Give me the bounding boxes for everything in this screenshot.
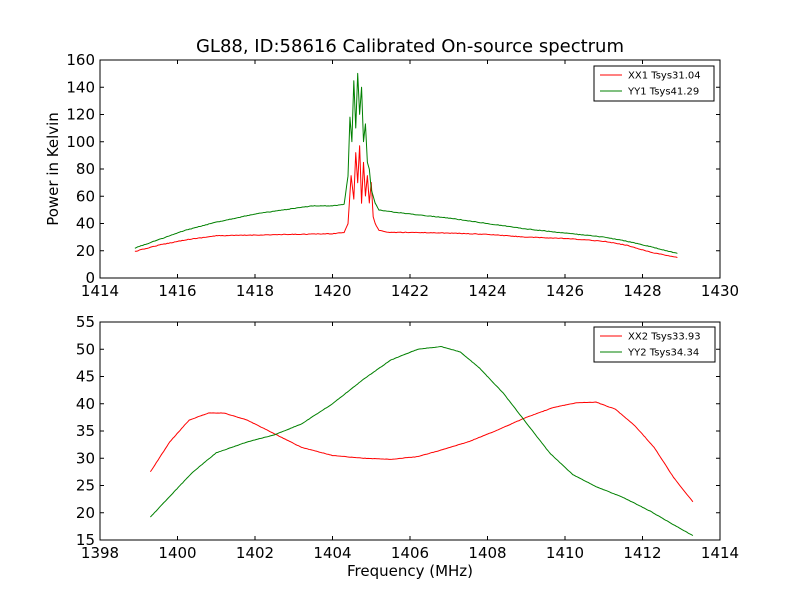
top-y-axis-label: Power in Kelvin (44, 112, 62, 226)
x-tick-label: 1402 (236, 544, 274, 562)
bottom-ticks-layer: 1398 1400 1402 1404 1406 1408 1410 1412 1414 15 20… (76, 313, 739, 562)
y-tick-label: 100 (66, 133, 95, 151)
x-tick-label: 1414 (81, 282, 119, 300)
x-tick-label: 1426 (546, 282, 584, 300)
bottom-legend-box (593, 326, 716, 363)
y-tick-label: 15 (76, 531, 95, 549)
series-line-xx2 (149, 401, 694, 503)
series-line-xx1 (134, 145, 678, 259)
top-legend: XX1 Tsys31.04 YY1 Tsys41.29 (593, 65, 715, 102)
series-line-yy2 (149, 345, 694, 537)
x-tick-label: 1412 (623, 544, 661, 562)
y-tick-label: 120 (66, 106, 95, 124)
bottom-series-layer (149, 345, 694, 537)
x-tick-label: 1418 (236, 282, 274, 300)
y-tick-label: 35 (76, 422, 95, 440)
top-series-layer (134, 72, 678, 259)
y-tick-label: 30 (76, 449, 95, 467)
series-line-yy1 (134, 72, 678, 254)
x-tick-label: 1414 (701, 544, 739, 562)
top-chart-panel: GL88, ID:58616 Calibrated On-source spec… (44, 36, 739, 300)
bottom-legend: XX2 Tsys33.93 YY2 Tsys34.34 (593, 326, 716, 363)
y-tick-label: 80 (76, 160, 95, 178)
y-tick-label: 160 (66, 51, 95, 69)
y-tick-label: 25 (76, 477, 95, 495)
x-tick-label: 1398 (81, 544, 119, 562)
y-tick-label: 20 (76, 242, 95, 260)
bottom-chart-panel: Frequency (MHz) 1398 1400 1402 1404 1406 1408… (76, 313, 739, 580)
top-legend-label-yy1: YY1 Tsys41.29 (627, 87, 699, 98)
x-tick-label: 1408 (468, 544, 506, 562)
top-legend-box (593, 65, 715, 102)
x-tick-label: 1416 (158, 282, 196, 300)
bottom-legend-label-yy2: YY2 Tsys34.34 (627, 348, 699, 359)
bottom-x-axis-label: Frequency (MHz) (347, 562, 473, 580)
chart-title: GL88, ID:58616 Calibrated On-source spec… (196, 36, 624, 57)
x-tick-label: 1430 (701, 282, 739, 300)
x-tick-label: 1404 (313, 544, 351, 562)
top-legend-label-xx1: XX1 Tsys31.04 (628, 71, 701, 82)
x-tick-label: 1422 (391, 282, 429, 300)
x-tick-label: 1400 (158, 544, 196, 562)
x-tick-label: 1420 (313, 282, 351, 300)
y-tick-label: 45 (76, 368, 95, 386)
y-tick-label: 50 (76, 340, 95, 358)
y-tick-label: 60 (76, 187, 95, 205)
x-tick-label: 1410 (546, 544, 584, 562)
y-tick-label: 0 (85, 269, 95, 287)
y-tick-label: 140 (66, 78, 95, 96)
y-tick-label: 40 (76, 215, 95, 233)
y-tick-label: 40 (76, 395, 95, 413)
top-ticks-layer: 1414 1416 1418 1420 1422 1424 1426 1428 1430 0 20 4… (66, 51, 739, 300)
x-tick-label: 1424 (468, 282, 506, 300)
y-tick-label: 55 (76, 313, 95, 331)
y-tick-label: 20 (76, 504, 95, 522)
x-tick-label: 1406 (391, 544, 429, 562)
x-tick-label: 1428 (623, 282, 661, 300)
bottom-legend-label-xx2: XX2 Tsys33.93 (628, 332, 701, 343)
